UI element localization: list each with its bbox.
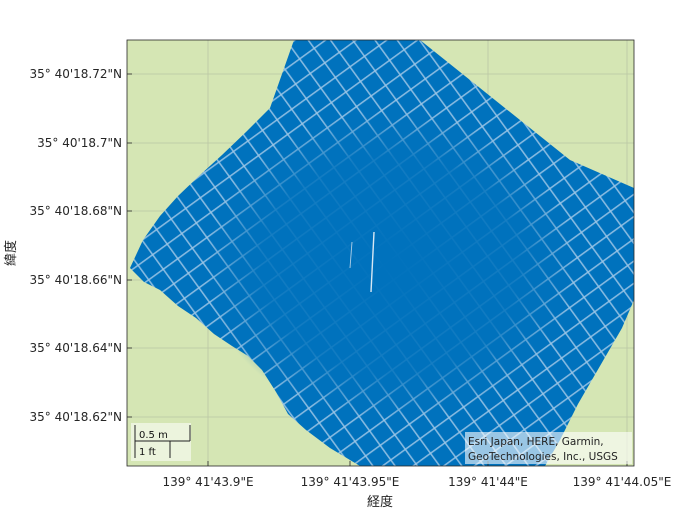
y-tick-label: 35° 40'18.64"N bbox=[29, 341, 122, 355]
attribution-line-2: GeoTechnologies, Inc., USGS bbox=[468, 451, 618, 463]
axes-box bbox=[126, 39, 635, 467]
y-tick-label: 35° 40'18.66"N bbox=[29, 273, 122, 287]
y-tick-label: 35° 40'18.68"N bbox=[29, 204, 122, 218]
y-tick-label: 35° 40'18.72"N bbox=[29, 67, 122, 81]
x-axis-label: 経度 bbox=[367, 494, 393, 510]
y-axis-label: 緯度 bbox=[3, 240, 19, 266]
x-tick-label: 139° 41'44"E bbox=[448, 475, 528, 489]
attribution-line-1: Esri Japan, HERE, Garmin, bbox=[468, 436, 604, 448]
scale-bar-imperial-label: 1 ft bbox=[139, 447, 156, 458]
data-footprint bbox=[130, 40, 634, 466]
dense-core bbox=[205, 110, 575, 420]
streak bbox=[370, 231, 375, 293]
scale-bar-metric-label: 0.5 m bbox=[139, 430, 168, 441]
y-tick-marks bbox=[127, 73, 132, 418]
y-tick-label: 35° 40'18.7"N bbox=[37, 136, 122, 150]
x-tick-label: 139° 41'43.9"E bbox=[162, 475, 253, 489]
x-tick-label: 139° 41'43.95"E bbox=[301, 475, 400, 489]
x-tick-label: 139° 41'44.05"E bbox=[573, 475, 672, 489]
y-tick-label: 35° 40'18.62"N bbox=[29, 410, 122, 424]
scale-bar: 0.5 m 1 ft bbox=[131, 423, 191, 461]
streak bbox=[349, 241, 353, 269]
attribution-box: Esri Japan, HERE, Garmin, GeoTechnologie… bbox=[465, 432, 632, 464]
